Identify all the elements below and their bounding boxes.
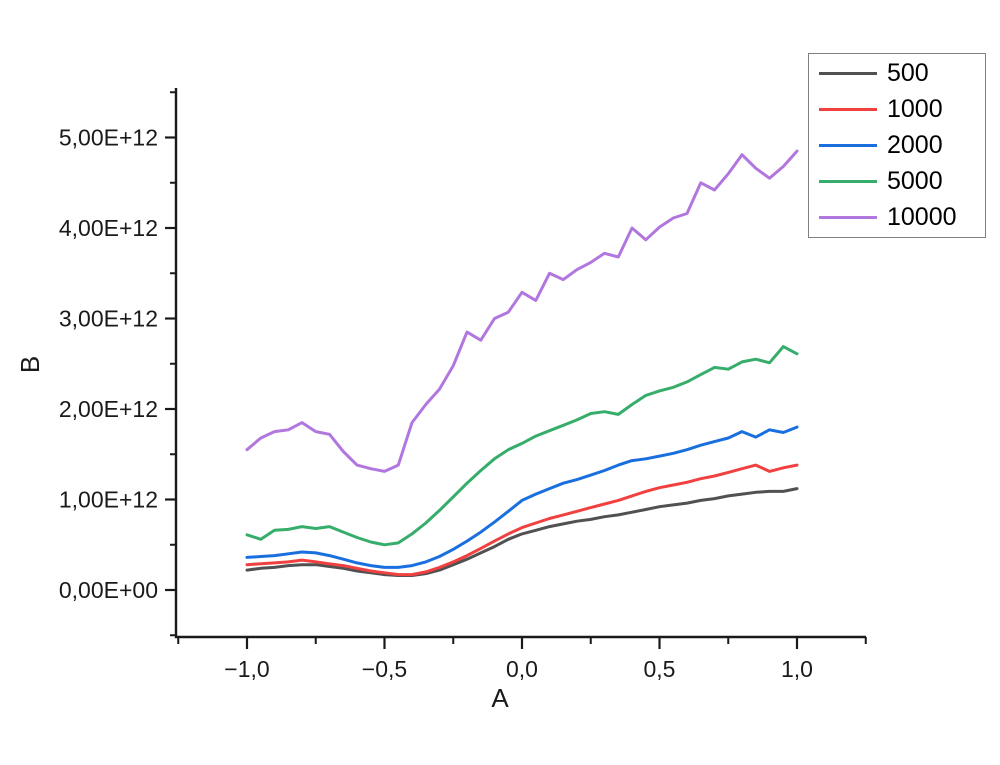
legend-item: 2000 <box>809 130 985 159</box>
x-tick-label: 1,0 <box>781 656 813 682</box>
x-tick-label: −1,0 <box>224 656 269 682</box>
x-tick-label: −0,5 <box>362 656 407 682</box>
series-line-1000 <box>245 463 799 577</box>
legend-item: 500 <box>809 61 985 86</box>
series-line-2000 <box>245 425 799 569</box>
legend-item: 10000 <box>809 202 985 231</box>
legend-label: 1000 <box>887 95 943 124</box>
axis-frame <box>174 88 866 639</box>
x-tick-label: 0,0 <box>506 656 538 682</box>
y-tick-label: 1,00E+12 <box>59 487 158 513</box>
y-tick-label: 4,00E+12 <box>59 215 158 241</box>
legend-label: 10000 <box>887 202 957 231</box>
series-line-500 <box>245 487 799 577</box>
legend-swatch <box>819 179 877 183</box>
x-axis-label: A <box>491 683 509 713</box>
legend: 500 1000 2000 5000 10000 <box>808 53 986 238</box>
y-tick-label: 3,00E+12 <box>59 306 158 332</box>
legend-label: 500 <box>887 59 929 88</box>
y-tick-label: 0,00E+00 <box>59 577 158 603</box>
series-line-10000 <box>245 149 799 473</box>
legend-swatch <box>819 108 877 112</box>
y-axis-label: B <box>15 355 46 374</box>
legend-item: 1000 <box>809 97 985 122</box>
legend-label: 2000 <box>887 130 943 159</box>
legend-item: 5000 <box>809 166 985 195</box>
y-tick-label: 2,00E+12 <box>59 396 158 422</box>
legend-swatch <box>819 72 877 76</box>
x-tick-label: 0,5 <box>644 656 676 682</box>
legend-swatch <box>819 215 877 219</box>
legend-label: 5000 <box>887 166 943 195</box>
legend-swatch <box>819 143 877 147</box>
y-tick-label: 5,00E+12 <box>59 125 158 151</box>
series-line-5000 <box>245 345 799 547</box>
